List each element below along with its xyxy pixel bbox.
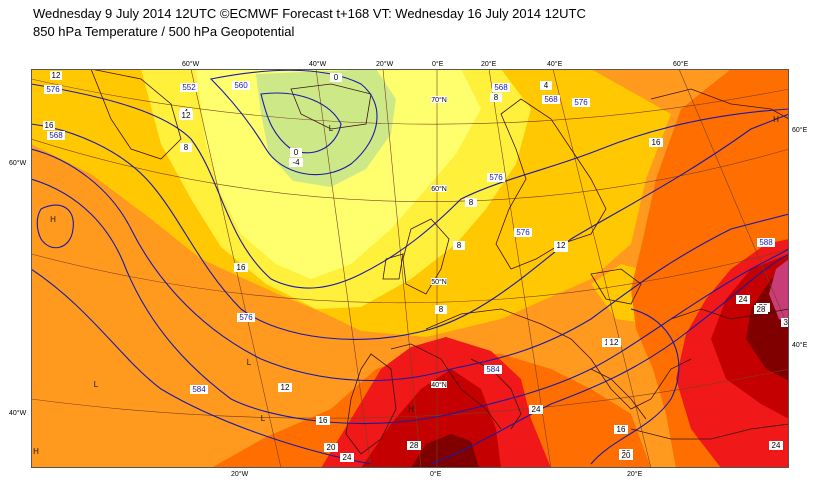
temp-label: 12	[557, 241, 566, 250]
temp-label: 24	[532, 405, 541, 414]
geopotential-contours	[31, 69, 789, 465]
chart-title-line-2: 850 hPa Temperature / 500 hPa Geopotenti…	[33, 24, 295, 39]
top-lon-label: 0°E	[432, 61, 444, 68]
geo-label: 552	[182, 83, 196, 92]
top-lon-label: 60°W	[182, 61, 200, 68]
geo-label: 568	[494, 83, 508, 92]
geo-label: 576	[489, 173, 503, 182]
temp-label: 0	[334, 73, 339, 82]
left-lon-label: 40°W	[9, 410, 27, 417]
temp-label: 16	[652, 138, 661, 147]
top-lon-label: 40°W	[309, 61, 327, 68]
right-lon-label: 40°E	[792, 342, 808, 349]
top-lon-label: 20°E	[481, 61, 497, 68]
latitude-labels: 70°N 60°N 50°N 40°N	[431, 96, 447, 389]
lat-label: 50°N	[431, 278, 447, 286]
geo-label: 576	[574, 98, 588, 107]
high-marker: H	[50, 215, 56, 224]
temperature-labels: 12 16 -4 0 0 4 8 12 16 12 8 8 4 4 8 12 1…	[43, 71, 789, 462]
top-lon-label: 60°E	[673, 61, 689, 68]
geo-label: 568	[49, 131, 63, 140]
temp-label: 12	[52, 71, 61, 80]
chart-title-line-1: Wednesday 9 July 2014 12UTC ©ECMWF Forec…	[33, 6, 586, 21]
temperature-shading	[31, 69, 789, 468]
temp-band-0	[256, 69, 396, 187]
temp-label: 8	[494, 93, 499, 102]
temp-band-32	[411, 434, 479, 468]
coastlines	[90, 69, 789, 455]
graticule	[31, 69, 789, 468]
temp-label: 12	[182, 111, 191, 120]
geo-label: 576	[239, 313, 253, 322]
temp-label: -4	[292, 158, 300, 167]
temp-label: 16	[45, 121, 54, 130]
temp-label: 28	[410, 441, 419, 450]
geo-label: 568	[544, 95, 558, 104]
temp-label: 24	[739, 295, 748, 304]
bottom-lon-label: 20°E	[627, 471, 643, 478]
low-marker: L	[247, 358, 252, 367]
temp-label: 12	[281, 383, 290, 392]
temp-label: 16	[319, 416, 328, 425]
high-marker: H	[408, 405, 414, 414]
temp-label: 0	[294, 148, 299, 157]
geopotential-labels: 576 568 552 560 576 584 576 584 588 576 …	[44, 81, 775, 394]
forecast-map: 12 16 -4 0 0 4 8 12 16 12 8 8 4 4 8 12 1…	[31, 69, 789, 468]
temp-label: 8	[457, 241, 462, 250]
low-marker: L	[261, 414, 266, 423]
geo-label: 584	[486, 365, 500, 374]
temp-label: 32	[784, 318, 789, 327]
temp-label: 24	[772, 441, 781, 450]
bottom-lon-label: 0°E	[430, 471, 442, 478]
temp-label: 20	[622, 451, 631, 460]
geo-label: 576	[46, 85, 60, 94]
left-lon-label: 60°W	[9, 160, 27, 167]
temp-label: 16	[617, 425, 626, 434]
geo-label: 584	[192, 385, 206, 394]
lat-label: 40°N	[431, 381, 447, 389]
temp-label: 28	[757, 305, 766, 314]
pressure-centres: H L L H L L H H	[33, 115, 779, 456]
bottom-lon-label: 20°W	[231, 471, 249, 478]
temp-label: 8	[469, 198, 474, 207]
low-marker: L	[94, 380, 99, 389]
temp-label: 24	[343, 453, 352, 462]
temp-label: 12	[610, 338, 619, 347]
temp-label: 4	[544, 81, 549, 90]
right-lon-label: 60°E	[792, 127, 808, 134]
high-marker: H	[33, 447, 39, 456]
geo-label: 560	[234, 81, 248, 90]
temp-label: 8	[184, 143, 189, 152]
top-lon-label: 40°E	[547, 61, 563, 68]
high-marker: H	[773, 115, 779, 124]
temp-label: 8	[439, 305, 444, 314]
top-lon-label: 20°W	[376, 61, 394, 68]
temp-label: 16	[237, 263, 246, 272]
geo-label: 588	[759, 238, 773, 247]
map-frame	[31, 69, 789, 468]
low-marker: L	[329, 124, 334, 133]
geo-label: 576	[516, 228, 530, 237]
lat-label: 60°N	[431, 185, 447, 193]
lat-label: 70°N	[431, 96, 447, 104]
temp-label: 20	[327, 443, 336, 452]
temp-band-36-east	[769, 259, 789, 324]
